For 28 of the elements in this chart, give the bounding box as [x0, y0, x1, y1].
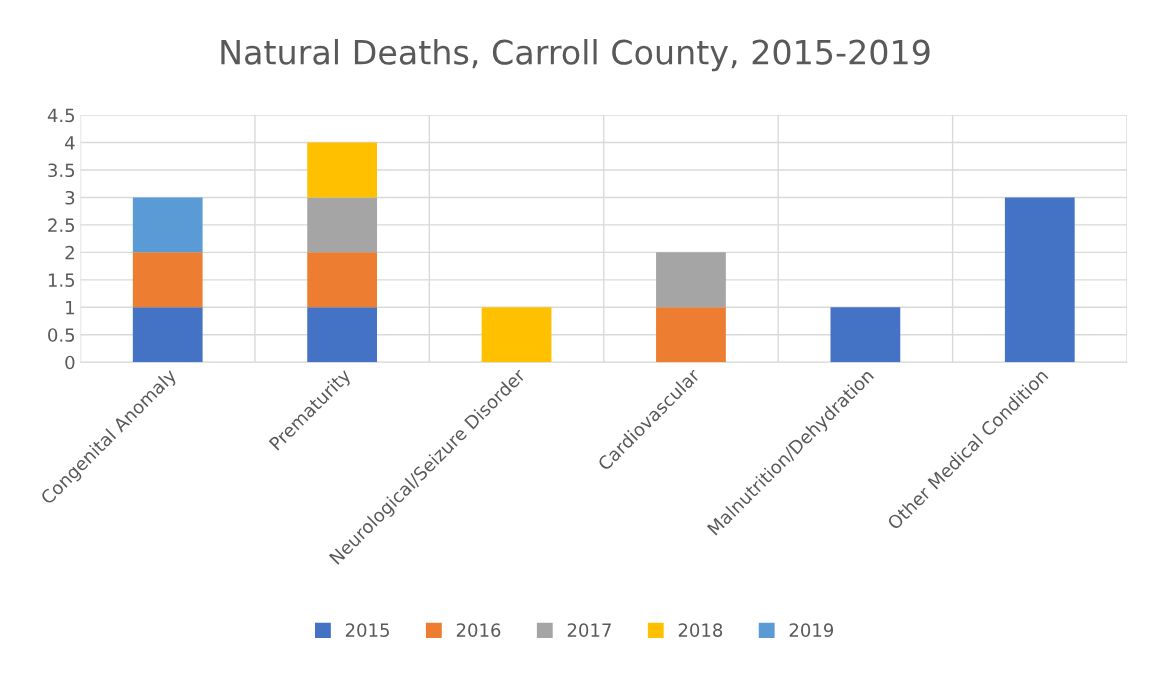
- bar: [830, 307, 901, 363]
- bar: [481, 307, 552, 363]
- y-tick-label: 4: [65, 136, 75, 150]
- legend-label: 2016: [456, 623, 501, 637]
- bar: [1004, 197, 1075, 363]
- legend-label: 2015: [345, 623, 389, 637]
- y-tick-label: 2: [65, 245, 74, 260]
- chart-title: Natural Deaths, Carroll County, 2015-2019: [221, 38, 930, 72]
- bar: [307, 252, 378, 308]
- bar: [307, 197, 378, 253]
- bar: [132, 307, 203, 363]
- bar: [656, 252, 726, 308]
- bar: [656, 307, 726, 363]
- y-tick-label: 2.5: [48, 218, 75, 233]
- y-tick-label: 1: [66, 300, 74, 315]
- y-tick-label: 0.5: [48, 328, 75, 342]
- bar: [307, 142, 378, 198]
- y-tick-label: 4.5: [47, 108, 75, 123]
- y-tick-label: 3: [65, 190, 75, 205]
- y-tick-label: 3.5: [48, 163, 75, 178]
- bar: [132, 252, 203, 308]
- legend-label: 2018: [678, 623, 723, 637]
- bar: [132, 197, 203, 253]
- y-tick-label: 1.5: [48, 273, 75, 287]
- legend-label: 2019: [789, 623, 834, 637]
- y-tick-label: 0: [65, 355, 75, 370]
- bar: [307, 307, 378, 363]
- legend-label: 2017: [567, 623, 611, 637]
